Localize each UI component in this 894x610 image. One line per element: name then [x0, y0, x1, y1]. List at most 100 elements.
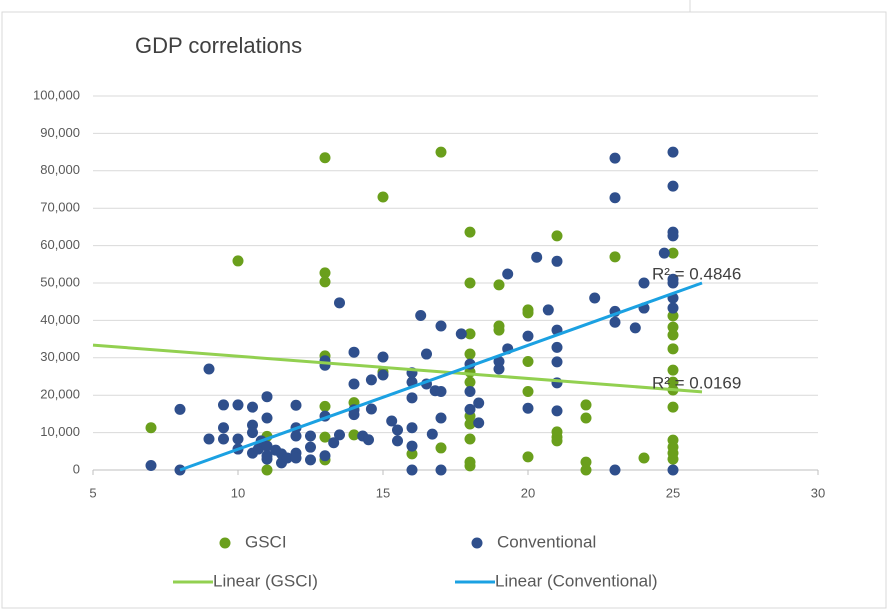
point	[522, 451, 534, 463]
point	[174, 403, 186, 415]
x-tick-label: 30	[811, 485, 825, 500]
point	[406, 464, 418, 476]
point	[493, 324, 505, 336]
legend-label: Conventional	[497, 532, 596, 551]
point	[522, 330, 534, 342]
point	[261, 391, 273, 403]
point	[261, 440, 273, 452]
trendline	[92, 343, 703, 394]
point	[522, 402, 534, 414]
y-tick-label: 50,000	[40, 274, 80, 289]
point	[363, 434, 374, 446]
point	[551, 356, 563, 368]
point	[464, 348, 476, 360]
point	[319, 276, 331, 288]
point	[551, 435, 563, 447]
r-squared-label: R² = 0.0169	[652, 373, 741, 392]
y-tick-label: 70,000	[40, 200, 80, 215]
y-tick-label: 30,000	[40, 349, 80, 364]
x-tick-label: 20	[521, 485, 535, 500]
point	[232, 255, 244, 267]
point	[580, 412, 592, 424]
point	[348, 409, 360, 421]
point	[667, 364, 679, 376]
point	[348, 429, 360, 441]
point	[522, 385, 534, 397]
point	[319, 267, 331, 279]
point	[522, 356, 534, 368]
x-tick-label: 15	[376, 485, 390, 500]
point	[551, 405, 563, 417]
point	[305, 441, 316, 453]
point	[667, 310, 679, 322]
point	[638, 452, 650, 464]
point	[609, 316, 621, 328]
y-tick-label: 100,000	[33, 87, 80, 102]
point	[328, 437, 340, 449]
point	[667, 329, 679, 341]
point	[464, 433, 476, 445]
point	[667, 376, 679, 388]
point	[377, 351, 389, 363]
point	[667, 321, 679, 333]
point	[218, 433, 229, 445]
point	[580, 456, 592, 468]
point	[667, 277, 679, 289]
point	[319, 450, 331, 462]
y-tick-label: 10,000	[40, 424, 80, 439]
point	[261, 464, 273, 476]
legend-marker	[219, 537, 231, 549]
point	[386, 415, 398, 427]
point	[261, 453, 273, 465]
point	[392, 435, 403, 447]
point	[145, 422, 157, 434]
point	[551, 230, 563, 242]
point	[305, 430, 316, 442]
point	[542, 304, 554, 316]
point	[580, 464, 592, 476]
r-squared-label: R² = 0.4846	[652, 264, 741, 283]
legend-label: Linear (Conventional)	[495, 571, 658, 590]
point	[551, 255, 563, 267]
point	[609, 464, 621, 476]
point	[667, 464, 679, 476]
point	[232, 433, 244, 445]
point	[522, 307, 534, 319]
point	[667, 247, 679, 259]
point	[365, 374, 377, 386]
point	[290, 430, 302, 442]
point	[203, 363, 215, 375]
point	[247, 401, 258, 413]
point	[415, 310, 427, 322]
point	[464, 328, 476, 340]
x-tick-label: 25	[666, 485, 680, 500]
point	[334, 429, 345, 441]
point	[435, 146, 447, 158]
point	[435, 464, 447, 476]
point	[365, 403, 377, 415]
point	[319, 400, 331, 412]
point	[531, 251, 543, 263]
point	[589, 292, 601, 304]
x-tick-label: 5	[89, 485, 96, 500]
point	[667, 453, 679, 465]
trendline	[179, 281, 703, 472]
point	[464, 460, 476, 472]
point	[464, 418, 476, 430]
point	[455, 328, 467, 340]
chart-frame	[1, 11, 887, 609]
point	[609, 152, 621, 164]
point	[406, 448, 418, 460]
y-tick-label: 0	[73, 461, 80, 476]
point	[464, 385, 476, 397]
point	[348, 346, 360, 358]
point	[232, 399, 244, 411]
chart-title: GDP correlations	[135, 33, 302, 58]
point	[464, 376, 476, 388]
point	[609, 251, 621, 263]
point	[473, 417, 485, 429]
point	[667, 343, 679, 355]
point	[218, 399, 229, 411]
point	[421, 348, 432, 360]
